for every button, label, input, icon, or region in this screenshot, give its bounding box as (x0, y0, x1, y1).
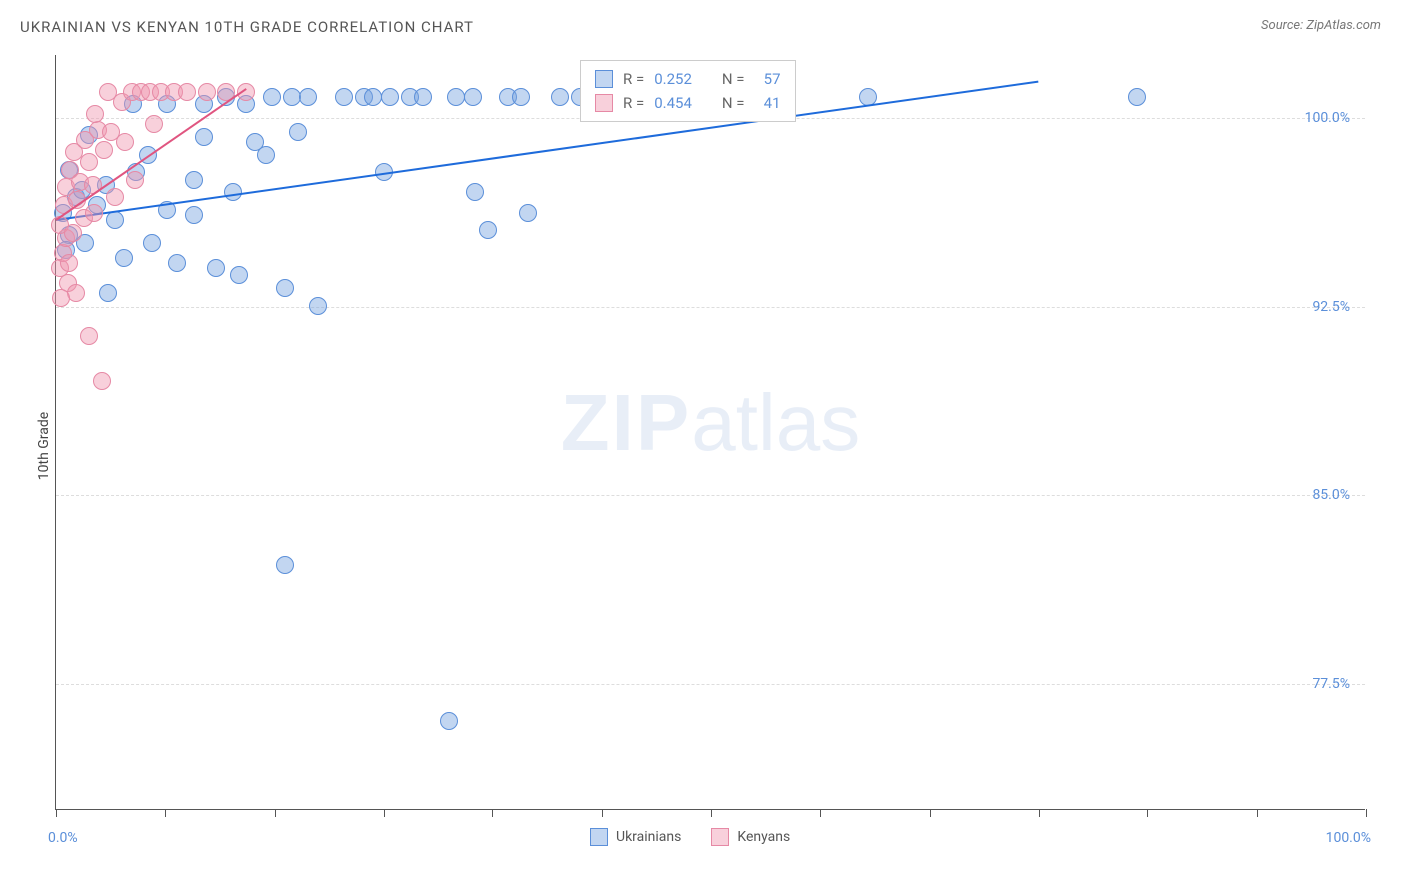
scatter-point (230, 266, 248, 284)
x-tick (1147, 809, 1148, 817)
x-tick (820, 809, 821, 817)
gridline-h (56, 307, 1365, 308)
n-label: N = (722, 94, 745, 112)
scatter-point (116, 133, 134, 151)
plot-area: ZIPatlas 77.5% 85.0% 92.5% 100.0% R = 0.252 N … (55, 55, 1365, 810)
stat-box: R = 0.252 N = 57 R = 0.454 N = 41 (580, 60, 796, 122)
scatter-point (60, 254, 78, 272)
scatter-point (466, 183, 484, 201)
scatter-point (519, 204, 537, 222)
scatter-point (289, 123, 307, 141)
scatter-point (276, 279, 294, 297)
r-label: R = (623, 94, 644, 112)
legend-item: Kenyans (711, 828, 790, 846)
scatter-point (185, 206, 203, 224)
scatter-point (1128, 88, 1146, 106)
swatch-icon (590, 828, 608, 846)
x-tick (1257, 809, 1258, 817)
y-tick-label: 85.0% (1312, 487, 1350, 503)
scatter-point (99, 284, 117, 302)
scatter-point (207, 259, 225, 277)
r-value: 0.252 (654, 70, 692, 88)
watermark-zip: ZIP (561, 378, 691, 467)
x-tick (930, 809, 931, 817)
swatch-icon (595, 94, 613, 112)
n-value: 41 (755, 94, 781, 112)
scatter-point (276, 556, 294, 574)
scatter-point (512, 88, 530, 106)
legend: Ukrainians Kenyans (590, 828, 790, 846)
scatter-point (52, 289, 70, 307)
scatter-point (145, 115, 163, 133)
scatter-point (551, 88, 569, 106)
scatter-point (115, 249, 133, 267)
scatter-point (195, 128, 213, 146)
scatter-point (364, 88, 382, 106)
scatter-point (143, 234, 161, 252)
chart-container: UKRAINIAN VS KENYAN 10TH GRADE CORRELATI… (0, 0, 1406, 892)
scatter-point (126, 171, 144, 189)
scatter-point (263, 88, 281, 106)
y-tick-label: 92.5% (1312, 299, 1350, 315)
x-tick (275, 809, 276, 817)
y-tick-label: 77.5% (1312, 676, 1350, 692)
x-tick-label-right: 100.0% (1326, 830, 1371, 846)
legend-label: Kenyans (737, 829, 790, 845)
scatter-point (335, 88, 353, 106)
x-tick (56, 809, 57, 817)
stat-row: R = 0.454 N = 41 (595, 91, 781, 115)
scatter-point (479, 221, 497, 239)
legend-item: Ukrainians (590, 828, 681, 846)
swatch-icon (595, 70, 613, 88)
scatter-point (86, 105, 104, 123)
x-tick (602, 809, 603, 817)
scatter-point (381, 88, 399, 106)
scatter-point (93, 372, 111, 390)
scatter-point (299, 88, 317, 106)
x-tick-label-left: 0.0% (48, 830, 78, 846)
y-tick-label: 100.0% (1305, 110, 1350, 126)
scatter-point (64, 224, 82, 242)
scatter-point (80, 327, 98, 345)
scatter-point (106, 188, 124, 206)
x-tick (492, 809, 493, 817)
swatch-icon (711, 828, 729, 846)
watermark: ZIPatlas (561, 377, 860, 469)
scatter-point (178, 83, 196, 101)
scatter-point (440, 712, 458, 730)
gridline-h (56, 495, 1365, 496)
scatter-point (198, 83, 216, 101)
n-label: N = (722, 70, 745, 88)
stat-row: R = 0.252 N = 57 (595, 67, 781, 91)
scatter-point (309, 297, 327, 315)
x-tick (1039, 809, 1040, 817)
scatter-point (85, 204, 103, 222)
scatter-point (168, 254, 186, 272)
n-value: 57 (755, 70, 781, 88)
scatter-point (464, 88, 482, 106)
r-value: 0.454 (654, 94, 692, 112)
scatter-point (447, 88, 465, 106)
scatter-point (95, 141, 113, 159)
legend-label: Ukrainians (616, 829, 681, 845)
scatter-point (185, 171, 203, 189)
x-tick (711, 809, 712, 817)
chart-title: UKRAINIAN VS KENYAN 10TH GRADE CORRELATI… (20, 18, 474, 36)
watermark-atlas: atlas (691, 378, 860, 467)
x-tick (1366, 809, 1367, 817)
chart-source: Source: ZipAtlas.com (1261, 18, 1381, 33)
gridline-h (56, 684, 1365, 685)
scatter-point (106, 211, 124, 229)
scatter-point (414, 88, 432, 106)
x-tick (165, 809, 166, 817)
scatter-point (257, 146, 275, 164)
x-tick (384, 809, 385, 817)
r-label: R = (623, 70, 644, 88)
y-axis-label: 10th Grade (36, 412, 52, 480)
